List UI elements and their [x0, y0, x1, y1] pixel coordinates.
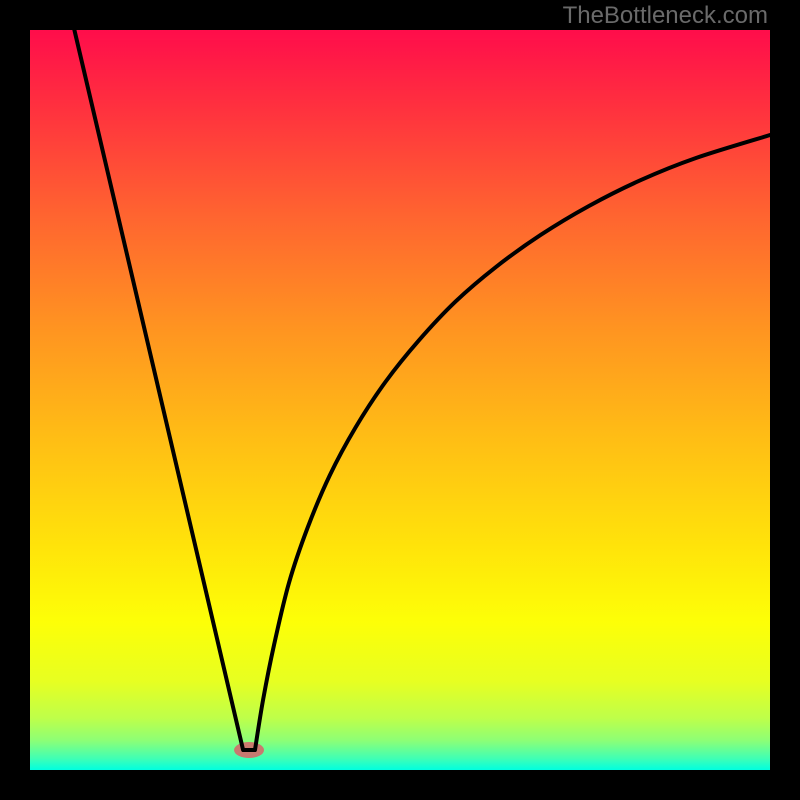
gradient-background: [30, 30, 770, 770]
chart-frame: [30, 30, 770, 770]
watermark-text: TheBottleneck.com: [563, 2, 768, 30]
chart-svg: [30, 30, 770, 770]
